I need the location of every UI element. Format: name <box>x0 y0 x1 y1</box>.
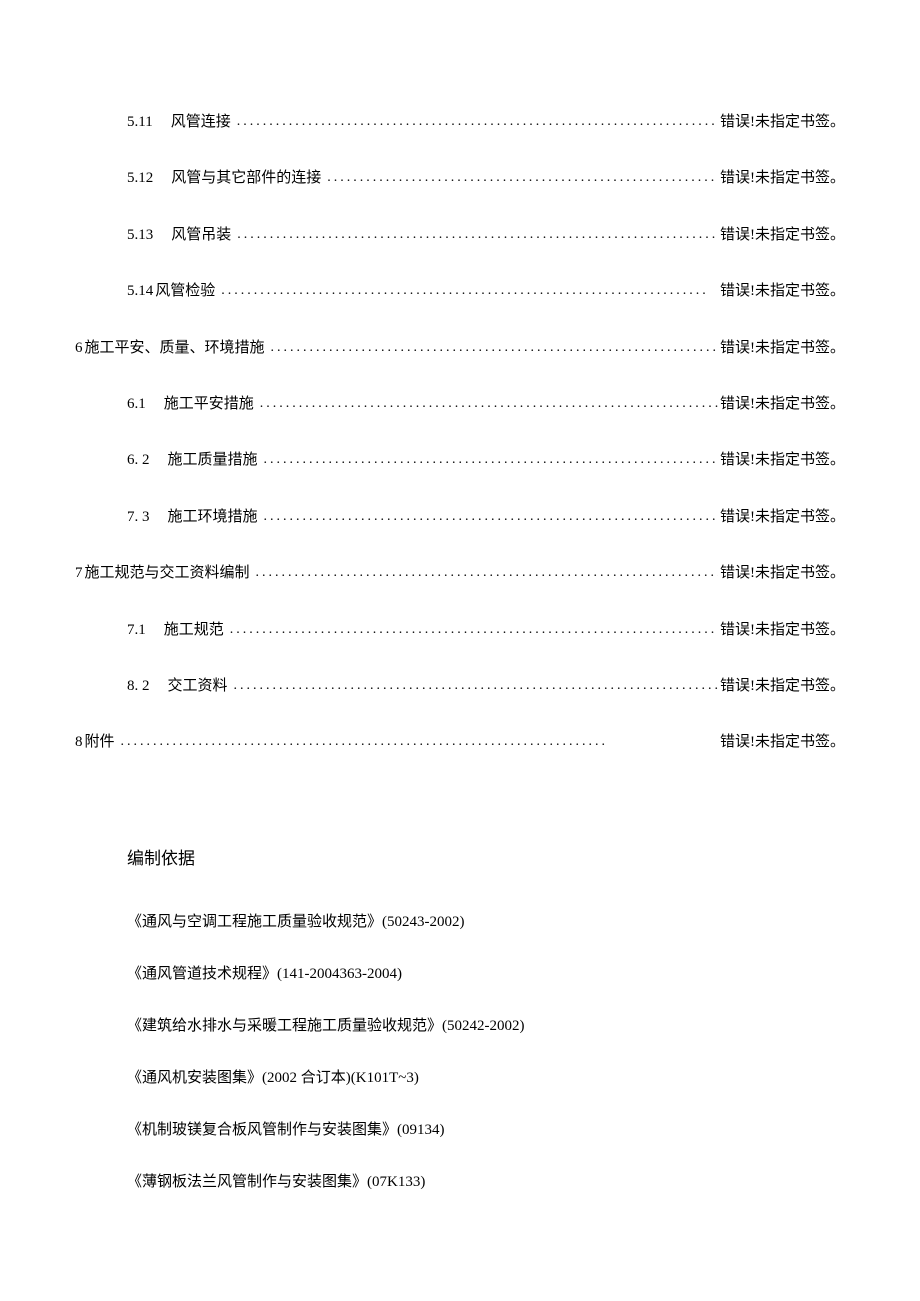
toc-entry: 6. 2 施工质量措施..............................… <box>75 448 845 472</box>
toc-entry: 7. 3 施工环境措施..............................… <box>75 505 845 529</box>
toc-title: 施工平安措施 <box>164 392 254 416</box>
toc-entry: 5.11 风管连接................................… <box>75 110 845 134</box>
reference-item: 《通风与空调工程施工质量验收规范》(50243-2002) <box>127 910 845 934</box>
toc-title: 施工质量措施 <box>168 448 258 472</box>
toc-entry: 7.1 施工规范.................................… <box>75 618 845 642</box>
toc-leader-dots: ........................................… <box>264 449 718 471</box>
reference-item: 《通风管道技术规程》(141-2004363-2004) <box>127 962 845 986</box>
toc-entry: 5.14 风管检验...............................… <box>75 279 845 303</box>
toc-page: 错误!未指定书签。 <box>720 730 845 754</box>
toc-title: 附件 <box>85 730 115 754</box>
toc-leader-dots: ........................................… <box>271 337 718 359</box>
toc-page: 错误!未指定书签。 <box>720 674 845 698</box>
toc-leader-dots: ........................................… <box>221 280 718 302</box>
reference-item: 《机制玻镁复合板风管制作与安装图集》(09134) <box>127 1118 845 1142</box>
reference-item: 《通风机安装图集》(2002 合订本)(K101T~3) <box>127 1066 845 1090</box>
toc-title: 风管与其它部件的连接 <box>171 166 321 190</box>
toc-page: 错误!未指定书签。 <box>720 110 845 134</box>
toc-number: 8 <box>75 730 83 754</box>
toc-leader-dots: ........................................… <box>230 619 718 641</box>
toc-number: 5.12 <box>127 166 153 190</box>
toc-title: 风管检验 <box>155 279 215 303</box>
toc-entry: 8. 2 交工资料................................… <box>75 674 845 698</box>
toc-number: 7.1 <box>127 618 146 642</box>
toc-number: 6 <box>75 336 83 360</box>
reference-item: 《薄钢板法兰风管制作与安装图集》(07K133) <box>127 1170 845 1194</box>
toc-title: 施工规范 <box>164 618 224 642</box>
toc-title: 施工规范与交工资料编制 <box>85 561 250 585</box>
toc-title: 施工平安、质量、环境措施 <box>85 336 265 360</box>
toc-number: 7 <box>75 561 83 585</box>
toc-page: 错误!未指定书签。 <box>720 223 845 247</box>
toc-entry: 8 附件....................................… <box>75 730 845 754</box>
toc-entry: 6.1 施工平安措施...............................… <box>75 392 845 416</box>
toc-leader-dots: ........................................… <box>234 675 718 697</box>
toc-leader-dots: ........................................… <box>237 224 718 246</box>
toc-page: 错误!未指定书签。 <box>720 561 845 585</box>
reference-list: 《通风与空调工程施工质量验收规范》(50243-2002) 《通风管道技术规程》(… <box>127 910 845 1194</box>
toc-leader-dots: ........................................… <box>121 731 718 753</box>
toc-number: 7. 3 <box>127 505 150 529</box>
toc-page: 错误!未指定书签。 <box>720 392 845 416</box>
reference-item: 《建筑给水排水与采暖工程施工质量验收规范》(50242-2002) <box>127 1014 845 1038</box>
toc-leader-dots: ........................................… <box>256 562 718 584</box>
toc-number: 6. 2 <box>127 448 150 472</box>
toc-number: 5.14 <box>127 279 153 303</box>
table-of-contents: 5.11 风管连接................................… <box>75 110 845 755</box>
toc-title: 风管连接 <box>171 110 231 134</box>
toc-page: 错误!未指定书签。 <box>720 448 845 472</box>
toc-entry: 6 施工平安、质量、环境措施..........................… <box>75 336 845 360</box>
toc-title: 交工资料 <box>168 674 228 698</box>
toc-page: 错误!未指定书签。 <box>720 618 845 642</box>
toc-title: 施工环境措施 <box>168 505 258 529</box>
toc-number: 8. 2 <box>127 674 150 698</box>
toc-page: 错误!未指定书签。 <box>720 336 845 360</box>
toc-entry: 7 施工规范与交工资料编制...........................… <box>75 561 845 585</box>
toc-page: 错误!未指定书签。 <box>720 505 845 529</box>
toc-leader-dots: ........................................… <box>264 506 718 528</box>
toc-title: 风管吊装 <box>171 223 231 247</box>
toc-number: 5.13 <box>127 223 153 247</box>
section-heading: 编制依据 <box>127 845 845 872</box>
toc-entry: 5.13 风管吊装................................… <box>75 223 845 247</box>
toc-number: 5.11 <box>127 110 153 134</box>
toc-number: 6.1 <box>127 392 146 416</box>
toc-page: 错误!未指定书签。 <box>720 166 845 190</box>
toc-leader-dots: ........................................… <box>237 111 718 133</box>
toc-entry: 5.12 风管与其它部件的连接..........................… <box>75 166 845 190</box>
toc-page: 错误!未指定书签。 <box>720 279 845 303</box>
toc-leader-dots: ........................................… <box>327 167 718 189</box>
toc-leader-dots: ........................................… <box>260 393 718 415</box>
